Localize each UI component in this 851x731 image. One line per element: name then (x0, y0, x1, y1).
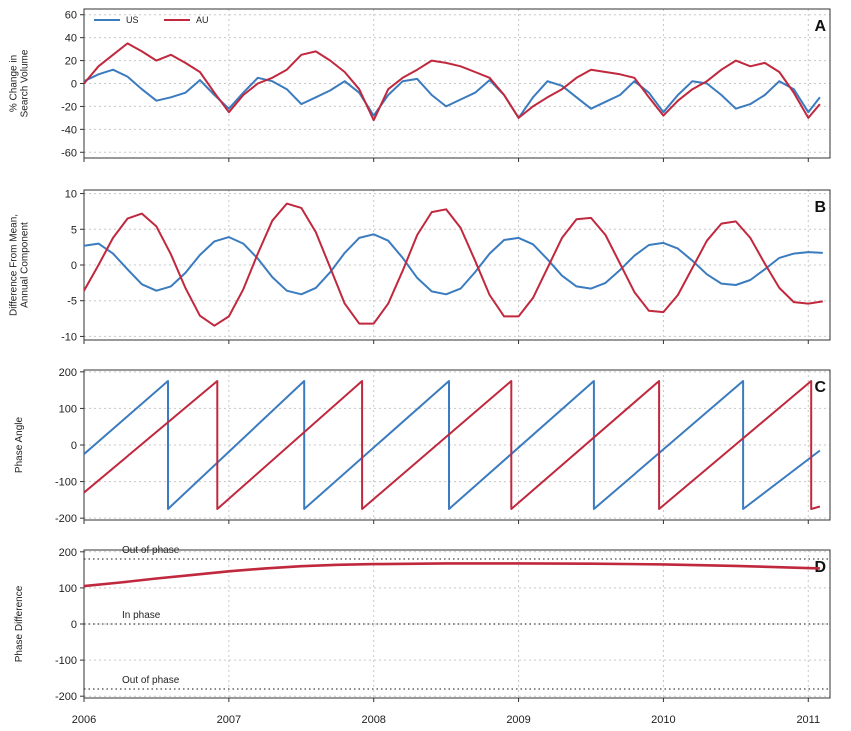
panel-letter: A (814, 18, 826, 35)
panel-d: Out of phase In phase Out of phase -200 -100… (14, 545, 831, 703)
y-tick-label: -100 (55, 477, 77, 489)
y-axis-title: Annual Component (20, 222, 31, 308)
y-axis-title: Phase Angle (14, 416, 25, 473)
y-tick-label: 200 (59, 547, 77, 559)
y-tick-label: -200 (55, 513, 77, 525)
y-tick-label: 60 (65, 10, 77, 22)
y-tick-label: 0 (71, 260, 77, 272)
y-tick-label: 100 (59, 403, 77, 415)
x-tick-label: 2011 (796, 714, 820, 726)
panel-letter: B (814, 199, 826, 216)
y-tick-label: -100 (55, 655, 77, 667)
x-axis: 2006 2007 2008 2009 2010 2011 (72, 714, 820, 726)
y-tick-label: 10 (65, 189, 77, 201)
series-line-au (84, 380, 821, 510)
y-tick-label: 5 (71, 224, 77, 236)
y-tick-label: 0 (71, 619, 77, 631)
x-tick-label: 2006 (72, 714, 96, 726)
x-tick-label: 2007 (217, 714, 241, 726)
y-tick-label: -200 (55, 691, 77, 703)
y-axis-title: Difference From Mean, (9, 214, 20, 316)
legend: US AU (94, 15, 209, 25)
panel-letter: C (814, 379, 826, 396)
y-tick-label: -40 (61, 124, 77, 136)
legend-label: US (126, 15, 139, 25)
reference-line-label: Out of phase (122, 545, 180, 556)
panel-letter: D (814, 559, 826, 576)
series-line-au (84, 42, 821, 122)
y-tick-label: 0 (71, 79, 77, 91)
series-line-us (84, 233, 823, 296)
y-tick-label: -20 (61, 101, 77, 113)
x-tick-label: 2010 (651, 714, 675, 726)
legend-label: AU (196, 15, 209, 25)
panel-b: -10 -5 0 5 10 Difference From Mean, Annual Com… (9, 189, 831, 344)
series-line-au (84, 202, 823, 327)
y-tick-label: -60 (61, 147, 77, 159)
y-tick-label: 200 (59, 367, 77, 379)
y-axis-title: Phase Difference (14, 585, 25, 662)
series-line-us (84, 380, 821, 510)
y-tick-label: 0 (71, 440, 77, 452)
y-tick-label: 20 (65, 56, 77, 68)
reference-line-label: Out of phase (122, 675, 180, 686)
series-line-phase-difference (84, 562, 820, 588)
panel-a: -60 -40 -20 0 20 40 60 % Change in Search Volume… (9, 8, 831, 162)
y-tick-label: 40 (65, 33, 77, 45)
series-line-us (84, 68, 821, 119)
reference-line-label: In phase (122, 610, 161, 621)
y-tick-label: 100 (59, 583, 77, 595)
y-axis-title: % Change in (9, 55, 20, 112)
panel-c: -200 -100 0 100 200 Phase Angle C (14, 367, 831, 525)
y-tick-label: -10 (61, 331, 77, 343)
x-tick-label: 2009 (506, 714, 530, 726)
y-axis-title: Search Volume (20, 49, 31, 117)
y-tick-label: -5 (67, 296, 77, 308)
x-tick-label: 2008 (361, 714, 385, 726)
